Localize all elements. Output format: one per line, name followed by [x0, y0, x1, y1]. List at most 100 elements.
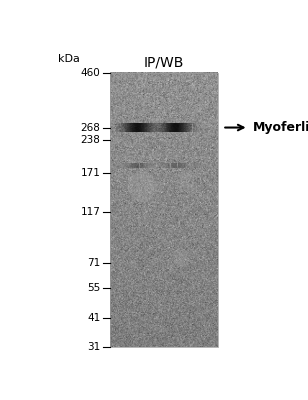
Bar	[189, 123, 190, 132]
Bar	[123, 123, 124, 132]
Bar	[167, 163, 168, 168]
Bar	[178, 163, 179, 168]
Bar	[112, 123, 113, 132]
Bar	[134, 163, 135, 168]
Bar	[160, 123, 161, 132]
Bar	[182, 123, 183, 132]
Bar	[170, 123, 171, 132]
Bar	[188, 163, 189, 168]
Bar	[144, 163, 145, 168]
Bar	[163, 163, 164, 168]
Bar	[113, 123, 114, 132]
Text: kDa: kDa	[58, 54, 79, 64]
Bar	[121, 163, 122, 168]
Bar	[164, 123, 165, 132]
Bar	[158, 163, 159, 168]
Bar	[180, 163, 181, 168]
Bar	[179, 163, 180, 168]
Bar	[150, 123, 151, 132]
Bar	[115, 123, 116, 132]
Bar	[166, 163, 167, 168]
Bar	[149, 123, 150, 132]
Bar	[114, 123, 115, 132]
Bar	[167, 123, 168, 132]
Bar	[139, 123, 140, 132]
Bar	[157, 163, 158, 168]
Bar	[175, 123, 176, 132]
Bar	[159, 163, 160, 168]
Bar	[154, 123, 155, 132]
Bar	[146, 123, 147, 132]
Bar	[150, 123, 151, 132]
Bar	[113, 163, 114, 168]
Bar	[157, 163, 158, 168]
Bar	[191, 163, 192, 168]
Bar	[189, 163, 190, 168]
Bar	[184, 123, 185, 132]
Bar	[186, 163, 187, 168]
Bar	[115, 163, 116, 168]
Bar	[196, 123, 197, 132]
Bar	[118, 163, 119, 168]
Bar	[139, 163, 140, 168]
Bar	[140, 123, 141, 132]
Bar	[135, 163, 136, 168]
Bar	[169, 163, 170, 168]
Bar	[121, 123, 122, 132]
Bar	[149, 163, 150, 168]
Bar	[126, 123, 127, 132]
Bar	[165, 163, 166, 168]
Bar	[124, 123, 125, 132]
Bar	[163, 123, 164, 132]
Bar	[168, 163, 169, 168]
Bar	[175, 163, 176, 168]
Text: IP/WB: IP/WB	[144, 56, 184, 70]
Bar	[151, 123, 152, 132]
Bar	[153, 123, 154, 132]
Bar	[130, 123, 131, 132]
Text: 171: 171	[81, 168, 100, 178]
Bar	[145, 163, 146, 168]
Bar	[177, 163, 178, 168]
Bar	[148, 123, 149, 132]
Bar	[172, 123, 173, 132]
Bar	[143, 123, 144, 132]
Bar	[158, 163, 159, 168]
Bar	[178, 123, 179, 132]
Bar	[203, 123, 204, 132]
Bar	[195, 123, 196, 132]
Bar	[188, 123, 189, 132]
Bar	[141, 123, 142, 132]
Bar	[154, 163, 155, 168]
Bar	[114, 163, 115, 168]
Bar	[110, 73, 217, 347]
Bar	[149, 123, 150, 132]
Bar	[129, 123, 130, 132]
Bar	[132, 123, 133, 132]
Bar	[122, 163, 123, 168]
Bar	[156, 123, 157, 132]
Bar	[151, 123, 152, 132]
Bar	[130, 163, 131, 168]
Bar	[152, 163, 153, 168]
Bar	[111, 123, 112, 132]
Bar	[164, 163, 165, 168]
Bar	[200, 123, 201, 132]
Bar	[119, 163, 120, 168]
Bar	[192, 163, 193, 168]
Bar	[181, 123, 182, 132]
Bar	[120, 123, 121, 132]
Bar	[191, 123, 192, 132]
Bar	[117, 123, 118, 132]
Bar	[161, 123, 162, 132]
Bar	[128, 163, 129, 168]
Bar	[151, 163, 152, 168]
Bar	[193, 163, 194, 168]
Bar	[201, 123, 202, 132]
Bar	[125, 163, 126, 168]
Bar	[199, 123, 200, 132]
Bar	[172, 163, 173, 168]
Bar	[161, 163, 162, 168]
Bar	[156, 163, 157, 168]
Bar	[110, 123, 111, 132]
